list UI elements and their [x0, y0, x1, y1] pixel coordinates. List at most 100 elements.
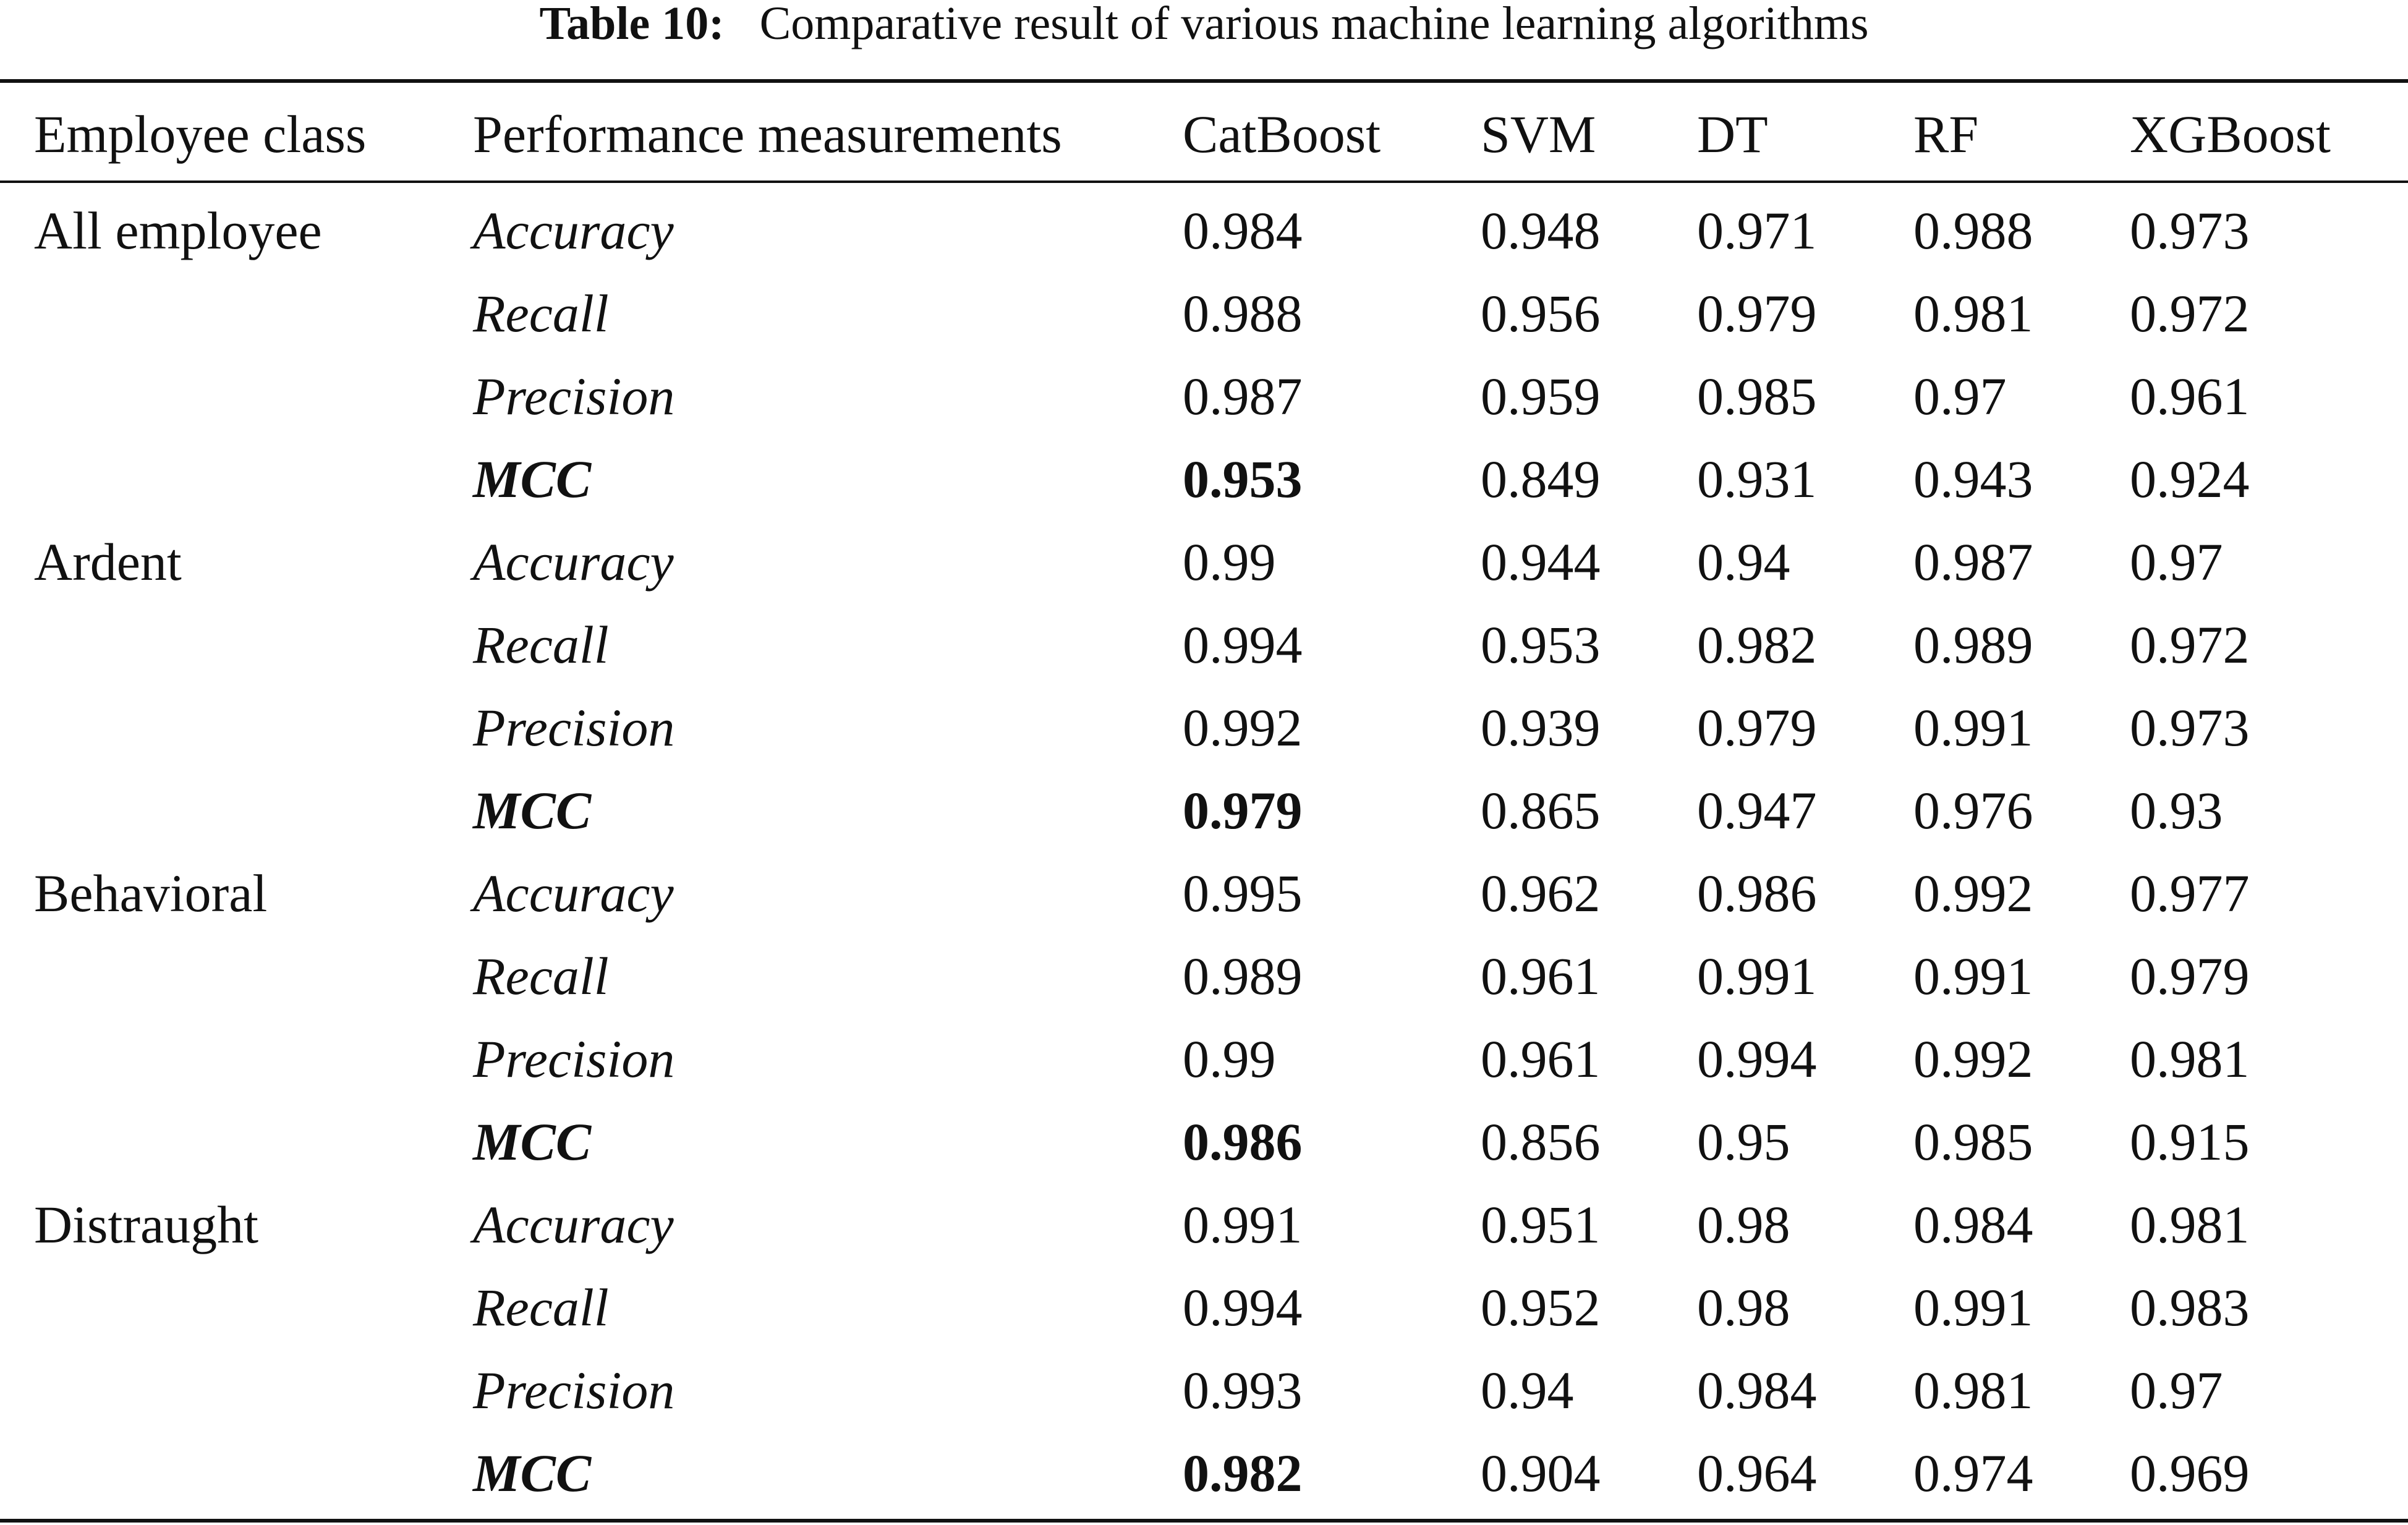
- value-cell: 0.99: [1183, 1029, 1276, 1089]
- value-cell: 0.991: [1913, 1278, 2033, 1337]
- header-xgboost: XGBoost: [2130, 104, 2331, 164]
- value-cell: 0.915: [2130, 1112, 2250, 1171]
- metric-cell: Recall: [473, 284, 609, 343]
- value-cell: 0.971: [1697, 201, 1817, 260]
- value-cell: 0.982: [1183, 1443, 1303, 1503]
- value-cell: 0.977: [2130, 864, 2250, 923]
- table-row: Recall 0.989 0.961 0.991 0.991 0.979: [0, 935, 2408, 1017]
- value-cell: 0.974: [1913, 1443, 2033, 1503]
- value-cell: 0.953: [1183, 449, 1303, 509]
- table-row: Recall 0.994 0.952 0.98 0.991 0.983: [0, 1266, 2408, 1349]
- value-cell: 0.976: [1913, 781, 2033, 840]
- header-performance-measurements: Performance measurements: [473, 104, 1062, 164]
- metric-cell: Precision: [473, 1361, 675, 1420]
- value-cell: 0.951: [1481, 1195, 1601, 1254]
- metric-cell: MCC: [473, 1443, 592, 1503]
- value-cell: 0.989: [1913, 615, 2033, 674]
- metric-cell: Recall: [473, 946, 609, 1006]
- value-cell: 0.985: [1697, 367, 1817, 426]
- value-cell: 0.981: [1913, 1361, 2033, 1420]
- value-cell: 0.952: [1481, 1278, 1601, 1337]
- value-cell: 0.984: [1913, 1195, 2033, 1254]
- value-cell: 0.992: [1183, 698, 1303, 757]
- value-cell: 0.984: [1183, 201, 1303, 260]
- value-cell: 0.961: [1481, 1029, 1601, 1089]
- value-cell: 0.94: [1481, 1361, 1574, 1420]
- employee-class-cell: Ardent: [34, 532, 182, 592]
- table-row: Recall 0.988 0.956 0.979 0.981 0.972: [0, 272, 2408, 355]
- value-cell: 0.992: [1913, 864, 2033, 923]
- value-cell: 0.991: [1913, 698, 2033, 757]
- table-header-row: Employee class Performance measurements …: [0, 93, 2408, 176]
- value-cell: 0.972: [2130, 615, 2250, 674]
- value-cell: 0.961: [1481, 946, 1601, 1006]
- table-bottom-rule: [0, 1519, 2408, 1523]
- table-row: Behavioral Accuracy 0.995 0.962 0.986 0.992 0.…: [0, 852, 2408, 935]
- value-cell: 0.994: [1183, 1278, 1303, 1337]
- table-caption-text: Comparative result of various machine le…: [759, 0, 1869, 49]
- table-row: Recall 0.994 0.953 0.982 0.989 0.972: [0, 603, 2408, 686]
- metric-cell: MCC: [473, 1112, 592, 1171]
- metric-cell: MCC: [473, 781, 592, 840]
- value-cell: 0.981: [1913, 284, 2033, 343]
- table-top-rule: [0, 79, 2408, 83]
- metric-cell: Accuracy: [473, 201, 674, 260]
- value-cell: 0.995: [1183, 864, 1303, 923]
- table-row: MCC 0.953 0.849 0.931 0.943 0.924: [0, 438, 2408, 520]
- value-cell: 0.991: [1183, 1195, 1303, 1254]
- value-cell: 0.943: [1913, 449, 2033, 509]
- value-cell: 0.992: [1913, 1029, 2033, 1089]
- value-cell: 0.991: [1697, 946, 1817, 1006]
- header-svm: SVM: [1481, 104, 1596, 164]
- metric-cell: Precision: [473, 698, 675, 757]
- value-cell: 0.98: [1697, 1278, 1790, 1337]
- value-cell: 0.962: [1481, 864, 1601, 923]
- table-caption: Table 10: Comparative result of various …: [0, 0, 2408, 56]
- employee-class-cell: Behavioral: [34, 864, 268, 923]
- value-cell: 0.994: [1183, 615, 1303, 674]
- value-cell: 0.987: [1913, 532, 2033, 592]
- value-cell: 0.953: [1481, 615, 1601, 674]
- value-cell: 0.984: [1697, 1361, 1817, 1420]
- metric-cell: Accuracy: [473, 532, 674, 592]
- value-cell: 0.944: [1481, 532, 1601, 592]
- value-cell: 0.947: [1697, 781, 1817, 840]
- value-cell: 0.97: [1913, 367, 2007, 426]
- value-cell: 0.94: [1697, 532, 1790, 592]
- metric-cell: Recall: [473, 1278, 609, 1337]
- value-cell: 0.989: [1183, 946, 1303, 1006]
- value-cell: 0.97: [2130, 1361, 2223, 1420]
- header-rf: RF: [1913, 104, 1979, 164]
- value-cell: 0.988: [1913, 201, 2033, 260]
- value-cell: 0.986: [1697, 864, 1817, 923]
- metric-cell: Accuracy: [473, 1195, 674, 1254]
- metric-cell: Precision: [473, 1029, 675, 1089]
- value-cell: 0.904: [1481, 1443, 1601, 1503]
- value-cell: 0.972: [2130, 284, 2250, 343]
- value-cell: 0.979: [2130, 946, 2250, 1006]
- value-cell: 0.849: [1481, 449, 1601, 509]
- table-row: Distraught Accuracy 0.991 0.951 0.98 0.984 0.9…: [0, 1183, 2408, 1266]
- value-cell: 0.865: [1481, 781, 1601, 840]
- metric-cell: Recall: [473, 615, 609, 674]
- value-cell: 0.973: [2130, 698, 2250, 757]
- metric-cell: MCC: [473, 449, 592, 509]
- value-cell: 0.97: [2130, 532, 2223, 592]
- header-catboost: CatBoost: [1183, 104, 1381, 164]
- value-cell: 0.983: [2130, 1278, 2250, 1337]
- header-dt: DT: [1697, 104, 1768, 164]
- value-cell: 0.979: [1183, 781, 1303, 840]
- value-cell: 0.991: [1913, 946, 2033, 1006]
- header-employee-class: Employee class: [34, 104, 367, 164]
- table-row: MCC 0.986 0.856 0.95 0.985 0.915: [0, 1100, 2408, 1183]
- table-caption-label: Table 10:: [539, 0, 725, 49]
- table-row: Precision 0.992 0.939 0.979 0.991 0.973: [0, 686, 2408, 769]
- value-cell: 0.931: [1697, 449, 1817, 509]
- value-cell: 0.981: [2130, 1195, 2250, 1254]
- value-cell: 0.95: [1697, 1112, 1790, 1171]
- value-cell: 0.939: [1481, 698, 1601, 757]
- value-cell: 0.982: [1697, 615, 1817, 674]
- value-cell: 0.981: [2130, 1029, 2250, 1089]
- value-cell: 0.964: [1697, 1443, 1817, 1503]
- table-row: Ardent Accuracy 0.99 0.944 0.94 0.987 0.97: [0, 520, 2408, 603]
